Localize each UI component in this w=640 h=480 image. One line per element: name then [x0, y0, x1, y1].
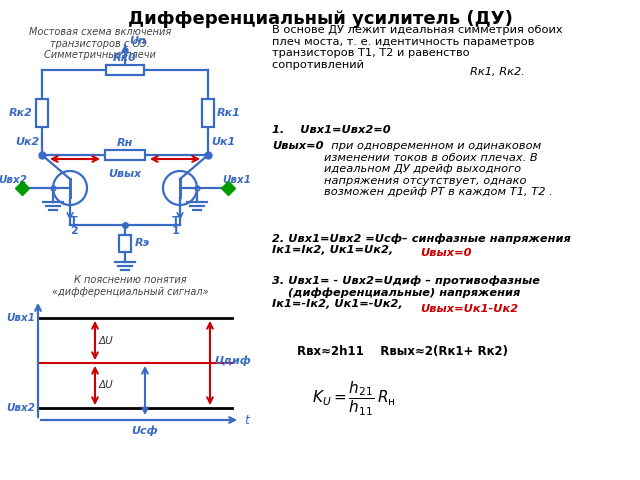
Text: Rк0: Rк0 [113, 53, 137, 63]
Text: 2. Uвх1=Uвх2 =Uсф– синфазные напряжения
Iк1=Iк2, Uк1=Uк2,: 2. Uвх1=Uвх2 =Uсф– синфазные напряжения … [272, 233, 571, 255]
Text: Un: Un [129, 36, 146, 46]
Text: Uвх2: Uвх2 [6, 403, 35, 413]
Bar [105, 150, 145, 160]
Text: Rк1: Rк1 [217, 108, 241, 118]
Text: 2: 2 [70, 226, 78, 236]
Text: Т: Т [70, 216, 78, 226]
Text: В основе ДУ лежит идеальная симметрия обоих
плеч моста, т. е. идентичность парам: В основе ДУ лежит идеальная симметрия об… [272, 25, 563, 70]
Text: Uвых=0: Uвых=0 [420, 248, 472, 258]
Text: Rк2: Rк2 [9, 108, 33, 118]
Text: t: t [244, 413, 249, 427]
Text: Rвх≈2h11    Rвых≈2(Rк1+ Rк2): Rвх≈2h11 Rвых≈2(Rк1+ Rк2) [297, 345, 508, 358]
Text: Rн: Rн [117, 138, 133, 148]
Text: Uвых=Uк1-Uк2: Uвых=Uк1-Uк2 [420, 304, 518, 314]
Text: 1.    Uвх1=Uвх2=0: 1. Uвх1=Uвх2=0 [272, 125, 390, 135]
Bar [202, 98, 214, 127]
Text: Uк1: Uк1 [211, 137, 236, 147]
Text: ΔU: ΔU [99, 381, 114, 391]
Text: $K_{U} = \dfrac{h_{21}}{h_{11}}\,R_{\text{н}}$: $K_{U} = \dfrac{h_{21}}{h_{11}}\,R_{\tex… [312, 380, 396, 418]
Text: Uвых: Uвых [108, 169, 141, 179]
Text: 1: 1 [172, 226, 180, 236]
Text: Uвх2: Uвх2 [0, 175, 28, 185]
Text: Дифференциальный усилитель (ДУ): Дифференциальный усилитель (ДУ) [127, 10, 513, 28]
Bar [119, 235, 131, 252]
Text: Rэ: Rэ [135, 239, 150, 249]
Text: Т: Т [172, 216, 180, 226]
Text: Мостовая схема включения
транзисторов с ОЭ.
Симметричные плечи: Мостовая схема включения транзисторов с … [29, 27, 171, 60]
Text: ΔU: ΔU [99, 336, 114, 346]
Text: Uдиф: Uдиф [214, 356, 251, 366]
Text: при одновременном и одинаковом
изменении токов в обоих плечах. В
идеальном ДУ др: при одновременном и одинаковом изменении… [324, 141, 553, 197]
Bar [106, 65, 144, 75]
Text: Rк1, Rк2.: Rк1, Rк2. [470, 67, 525, 77]
Text: Uк2: Uк2 [15, 137, 39, 147]
Text: Uвх1: Uвх1 [6, 313, 35, 323]
Text: 3. Uвх1= - Uвх2=Uдиф – противофазные
    (дифференциальные) напряжения
Iк1=-Iк2,: 3. Uвх1= - Uвх2=Uдиф – противофазные (ди… [272, 275, 540, 309]
Text: Uвых=0: Uвых=0 [272, 141, 323, 151]
Bar [36, 98, 48, 127]
Text: Uвх1: Uвх1 [223, 175, 252, 185]
Text: К пояснению понятия
«дифференциальный сигнал»: К пояснению понятия «дифференциальный си… [52, 275, 208, 297]
Text: Uсф: Uсф [132, 426, 158, 436]
